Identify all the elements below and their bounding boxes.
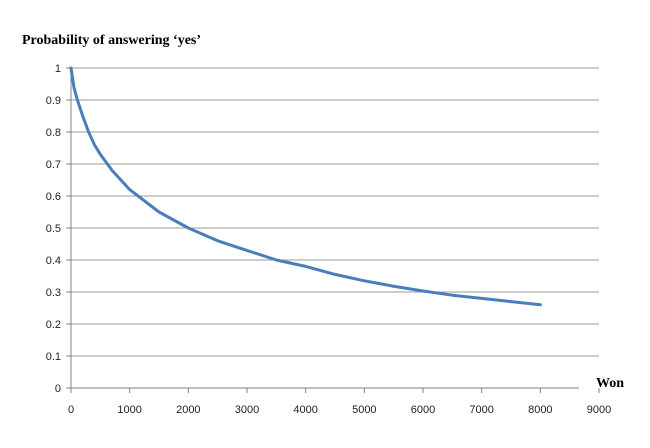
y-tick-label: 0.4 <box>46 255 61 267</box>
series-line <box>69 66 542 307</box>
y-tick-label: 0.9 <box>46 95 61 107</box>
series-group <box>69 66 542 307</box>
x-tick-label: 0 <box>68 404 74 416</box>
y-tick-label: 1 <box>55 63 61 75</box>
axes <box>66 67 600 393</box>
y-axis-title: Probability of answering ‘yes’ <box>22 33 201 48</box>
y-tick-label: 0.7 <box>46 159 61 171</box>
x-tick-label: 6000 <box>411 404 435 416</box>
x-tick-label: 7000 <box>469 404 493 416</box>
y-tick-label: 0.8 <box>46 127 61 139</box>
y-tick-label: 0.2 <box>46 319 61 331</box>
x-tick-label: 8000 <box>528 404 552 416</box>
y-tick-label: 0.6 <box>46 191 61 203</box>
x-tick-label: 3000 <box>235 404 259 416</box>
x-tick-label: 1000 <box>117 404 141 416</box>
x-tick-label: 9000 <box>587 404 611 416</box>
y-tick-label: 0 <box>55 383 61 395</box>
y-tick-label: 0.3 <box>46 287 61 299</box>
y-tick-label: 0.5 <box>46 223 61 235</box>
x-tick-label: 5000 <box>352 404 376 416</box>
y-tick-label: 0.1 <box>46 351 61 363</box>
x-axis-title: Won <box>596 376 624 391</box>
x-tick-label: 4000 <box>293 404 317 416</box>
gridlines <box>71 67 599 357</box>
x-tick-label: 2000 <box>176 404 200 416</box>
x-tick-labels: 0 1000 2000 3000 4000 5000 6000 7000 8000 9000 <box>68 404 611 416</box>
y-tick-labels: 0 0.1 0.2 0.3 0.4 0.5 0.6 0.7 0.8 0.9 1 <box>46 63 61 395</box>
